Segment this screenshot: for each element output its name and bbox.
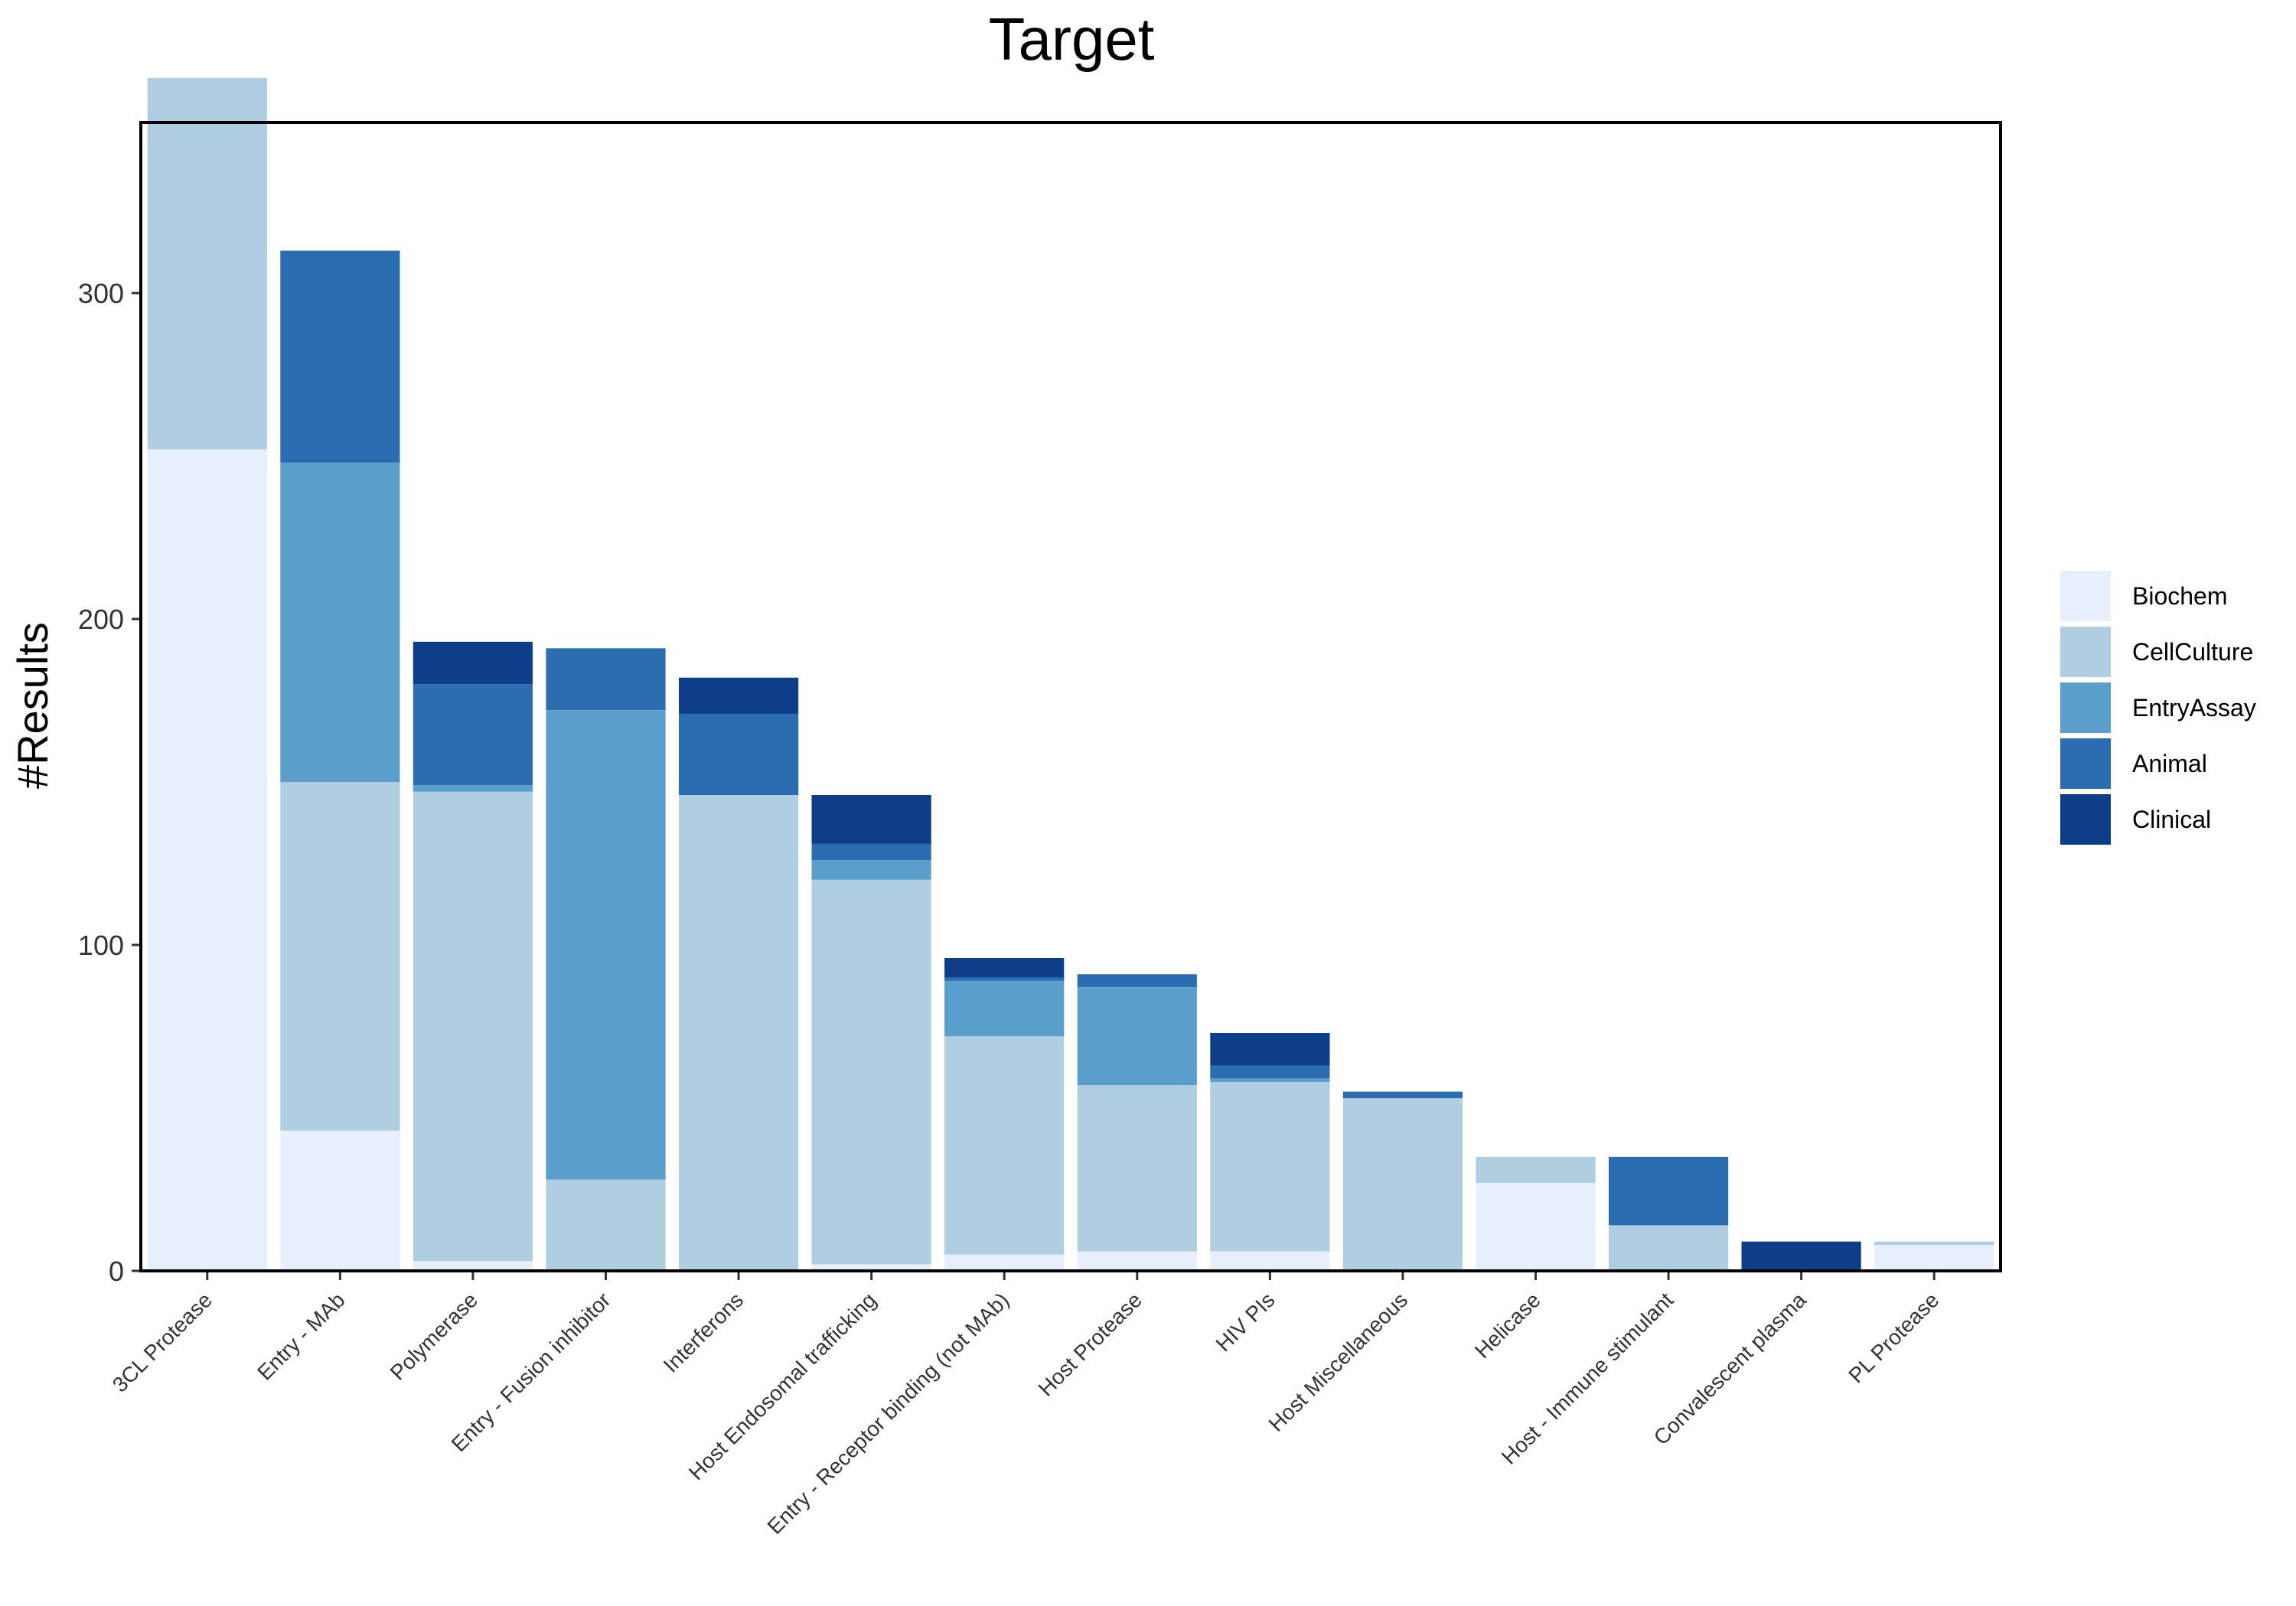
- bar-segment-animal-9: [1342, 1091, 1463, 1099]
- legend-swatch: [2060, 627, 2111, 677]
- bar-segment-biochem-13: [1874, 1244, 1994, 1271]
- bar-segment-cellculture-2: [413, 791, 533, 1262]
- x-tick-label: Helicase: [1470, 1288, 1545, 1363]
- bar-segment-clinical-2: [413, 641, 533, 685]
- bar-segment-biochem-7: [1077, 1251, 1197, 1271]
- chart-title: Target: [989, 5, 1155, 73]
- bar-segment-biochem-6: [944, 1254, 1065, 1271]
- legend-label: Clinical: [2132, 806, 2211, 833]
- bar-segment-biochem-2: [413, 1261, 533, 1271]
- bar-segment-biochem-0: [147, 449, 267, 1271]
- legend-swatch: [2060, 738, 2111, 789]
- bar-segment-entryassay-3: [546, 710, 666, 1180]
- bar-segment-entryassay-1: [280, 462, 400, 782]
- bar-segment-cellculture-6: [944, 1036, 1065, 1255]
- bar-segment-cellculture-9: [1342, 1098, 1463, 1271]
- plot-border: [139, 121, 2002, 1272]
- x-tick-label: PL Protease: [1844, 1288, 1943, 1387]
- bar-segment-animal-4: [679, 713, 799, 795]
- x-tick-label: HIV PIs: [1212, 1288, 1280, 1356]
- y-axis: 0 100 200 300: [78, 278, 141, 1287]
- bar-segment-biochem-5: [811, 1264, 931, 1271]
- bar-segment-cellculture-10: [1476, 1156, 1596, 1183]
- bar-segment-biochem-10: [1476, 1183, 1596, 1271]
- legend-swatch: [2060, 571, 2111, 621]
- bar-segment-cellculture-4: [679, 795, 799, 1271]
- bar-segment-cellculture-0: [147, 77, 267, 450]
- bar-segment-animal-3: [546, 648, 666, 711]
- x-tick-label: Entry - MAb: [253, 1288, 349, 1384]
- x-tick-label: Interferons: [659, 1288, 748, 1377]
- x-tick-label: Host Protease: [1034, 1288, 1146, 1400]
- bar-segment-entryassay-2: [413, 785, 533, 792]
- bar-segment-animal-2: [413, 684, 533, 786]
- bar-segment-cellculture-3: [546, 1179, 666, 1271]
- legend-swatch: [2060, 682, 2111, 733]
- legend-label: CellCulture: [2132, 638, 2253, 666]
- bar-segment-entryassay-5: [811, 860, 931, 880]
- bar-segment-cellculture-7: [1077, 1085, 1197, 1252]
- bar-segment-clinical-5: [811, 795, 931, 844]
- bar-segment-entryassay-8: [1210, 1078, 1330, 1082]
- legend-label: Biochem: [2132, 582, 2228, 610]
- bar-segment-cellculture-11: [1609, 1225, 1729, 1271]
- bar-segment-cellculture-13: [1874, 1241, 1994, 1245]
- legend-label: EntryAssay: [2132, 694, 2256, 722]
- x-tick-label: Convalescent plasma: [1649, 1288, 1812, 1450]
- bar-segment-animal-6: [944, 977, 1065, 981]
- x-tick-label: Entry - Receptor binding (not MAb): [763, 1288, 1014, 1539]
- bar-segment-animal-11: [1609, 1156, 1729, 1226]
- x-tick-label: 3CL Protease: [108, 1288, 217, 1396]
- x-tick-label: Host Miscellaneous: [1264, 1288, 1413, 1436]
- bar-segment-clinical-8: [1210, 1033, 1330, 1066]
- bar-segment-cellculture-8: [1210, 1081, 1330, 1252]
- bar-segment-entryassay-6: [944, 980, 1065, 1037]
- bar-segment-biochem-1: [280, 1130, 400, 1271]
- legend-swatch: [2060, 794, 2111, 845]
- bar-segment-animal-7: [1077, 974, 1197, 988]
- bar-segment-animal-1: [280, 250, 400, 463]
- bar-segment-biochem-8: [1210, 1251, 1330, 1271]
- bar-segment-animal-5: [811, 843, 931, 861]
- bars-layer: [147, 77, 1994, 1271]
- legend-label: Animal: [2132, 750, 2207, 777]
- bar-segment-clinical-4: [679, 677, 799, 714]
- bar-segment-clinical-12: [1741, 1241, 1861, 1271]
- bar-segment-animal-8: [1210, 1065, 1330, 1079]
- x-tick-label: Polymerase: [386, 1288, 482, 1384]
- y-tick-label: 0: [109, 1256, 124, 1287]
- x-axis: 3CL Protease Entry - MAb Polymerase Entry -…: [108, 1271, 1943, 1539]
- legend: Biochem CellCulture EntryAssay Animal Clinic…: [2060, 571, 2256, 845]
- bar-segment-cellculture-5: [811, 879, 931, 1265]
- bar-segment-cellculture-1: [280, 782, 400, 1131]
- y-tick-label: 300: [78, 278, 124, 309]
- y-tick-label: 100: [78, 930, 124, 961]
- bar-segment-clinical-6: [944, 958, 1065, 978]
- bar-segment-entryassay-7: [1077, 987, 1197, 1086]
- y-axis-label: #Results: [8, 622, 57, 789]
- y-tick-label: 200: [78, 604, 124, 635]
